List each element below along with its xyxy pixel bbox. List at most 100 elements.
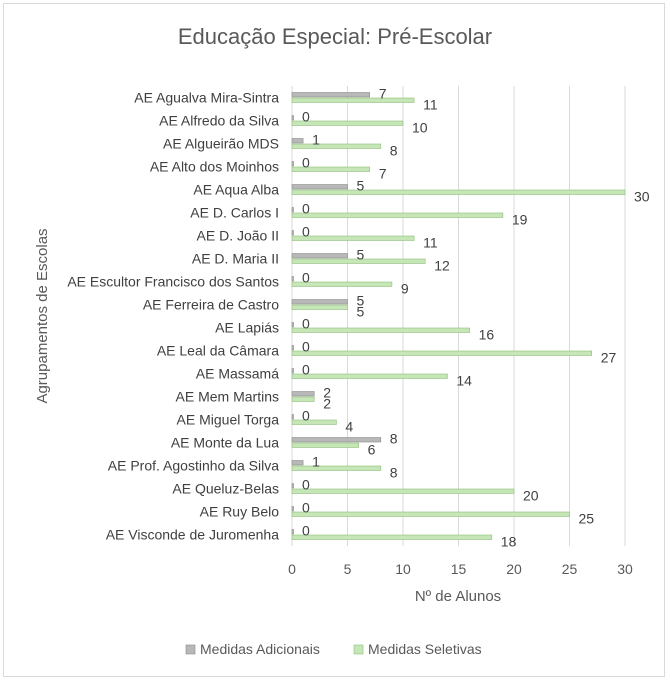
data-label: 16: [479, 327, 495, 343]
bar-adicionais: [291, 437, 382, 443]
data-label: 20: [523, 488, 539, 504]
category-label: AE Leal da Câmara: [157, 343, 279, 359]
data-label: 8: [390, 431, 398, 447]
category-label: AE Escultor Francisco dos Santos: [67, 274, 279, 290]
data-label: 1: [312, 132, 320, 148]
category-label: AE Lapiás: [215, 320, 279, 336]
bar-seletivas: [291, 212, 504, 218]
chart-title: Educação Especial: Pré-Escolar: [178, 24, 492, 49]
bar-seletivas: [291, 534, 493, 540]
bar-adicionais: [291, 276, 294, 282]
bar-seletivas: [291, 396, 315, 402]
category-label: AE Massamá: [196, 366, 279, 382]
bar-seletivas: [291, 235, 415, 241]
data-label: 27: [601, 350, 617, 366]
bar-adicionais: [291, 414, 294, 420]
category-label: AE D. João II: [197, 228, 279, 244]
bar-seletivas: [291, 281, 393, 287]
data-label: 0: [302, 362, 310, 378]
bar-adicionais: [291, 506, 294, 512]
category-label: AE Monte da Lua: [171, 435, 279, 451]
category-label: AE Ferreira de Castro: [143, 297, 279, 313]
data-label: 7: [379, 86, 387, 102]
bar-adicionais: [291, 230, 294, 236]
data-label: 0: [302, 339, 310, 355]
category-labels: AE Agualva Mira-Sintra AE Alfredo da Silv…: [67, 90, 279, 543]
data-label: 18: [501, 534, 517, 550]
bar-adicionais: [291, 92, 370, 98]
data-label: 25: [579, 511, 595, 527]
x-tick-label: 0: [288, 561, 296, 577]
bar-seletivas: [291, 120, 404, 126]
legend-label: Medidas Adicionais: [200, 641, 320, 657]
category-label: AE Agualva Mira-Sintra: [134, 90, 279, 106]
data-label: 5: [357, 293, 365, 309]
category-label: AE Ruy Belo: [200, 504, 280, 520]
data-label: 10: [412, 120, 428, 136]
data-label: 5: [357, 247, 365, 263]
chart-frame: Educação Especial: Pré-Escolar AE Agualv…: [3, 3, 665, 677]
bar-seletivas: [291, 143, 382, 149]
bar-seletivas: [291, 97, 415, 103]
bar-seletivas: [291, 304, 348, 310]
bar-seletivas: [291, 166, 370, 172]
x-tick-label: 30: [617, 561, 633, 577]
data-label: 0: [302, 155, 310, 171]
bar-adicionais: [291, 391, 315, 397]
category-label: AE Queluz-Belas: [172, 481, 279, 497]
bar-adicionais: [291, 460, 304, 466]
category-label: AE Mem Martins: [176, 389, 279, 405]
data-label: 0: [302, 523, 310, 539]
data-label: 6: [368, 442, 376, 458]
x-tick-label: 20: [506, 561, 522, 577]
bar-adicionais: [291, 529, 294, 535]
data-label: 0: [302, 477, 310, 493]
bar-seletivas: [291, 511, 570, 517]
data-label: 2: [323, 385, 331, 401]
data-label: 0: [302, 316, 310, 332]
category-label: AE Alto dos Moinhos: [150, 159, 279, 175]
data-label: 0: [302, 270, 310, 286]
bar-adicionais: [291, 345, 294, 351]
bar-adicionais: [291, 161, 294, 167]
category-label: AE Algueirão MDS: [163, 136, 279, 152]
bar-adicionais: [291, 368, 294, 374]
category-label: AE Alfredo da Silva: [159, 113, 279, 129]
data-label: 11: [423, 97, 438, 113]
bars: [291, 92, 626, 540]
bar-seletivas: [291, 419, 337, 425]
bar-seletivas: [291, 258, 426, 264]
bar-seletivas: [291, 189, 626, 195]
bar-adicionais: [291, 483, 294, 489]
data-label: 0: [302, 224, 310, 240]
data-labels: 7110101807530019011512095501602701422048…: [302, 86, 650, 550]
bar-seletivas: [291, 442, 359, 448]
data-label: 19: [512, 212, 528, 228]
category-label: AE D. Maria II: [192, 251, 279, 267]
category-label: AE Visconde de Juromenha: [106, 527, 280, 543]
x-tick-label: 5: [344, 561, 352, 577]
data-label: 0: [302, 109, 310, 125]
data-label: 0: [302, 201, 310, 217]
data-label: 2: [323, 396, 331, 412]
data-label: 5: [357, 304, 365, 320]
x-tick-label: 25: [562, 561, 578, 577]
bar-adicionais: [291, 138, 304, 144]
legend-swatch: [185, 644, 196, 655]
category-label: AE Prof. Agostinho da Silva: [108, 458, 279, 474]
bar-seletivas: [291, 488, 515, 494]
gridlines: [291, 86, 626, 546]
x-tick-label: 15: [451, 561, 467, 577]
bar-seletivas: [291, 373, 448, 379]
category-label: AE D. Carlos I: [190, 205, 279, 221]
data-label: 30: [634, 189, 650, 205]
data-label: 0: [302, 408, 310, 424]
category-label: AE Aqua Alba: [193, 182, 279, 198]
bar-adicionais: [291, 299, 348, 305]
x-tick-label: 10: [395, 561, 411, 577]
data-label: 0: [302, 500, 310, 516]
data-label: 5: [357, 178, 365, 194]
data-label: 11: [423, 235, 438, 251]
data-label: 8: [390, 465, 398, 481]
bar-chart: Educação Especial: Pré-Escolar AE Agualv…: [34, 24, 650, 657]
